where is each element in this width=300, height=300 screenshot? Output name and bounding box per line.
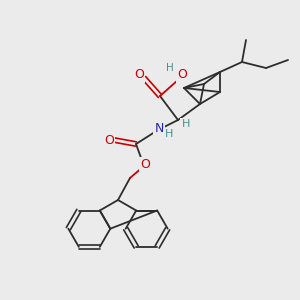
Text: H: H xyxy=(165,129,173,139)
Text: H: H xyxy=(182,119,190,129)
Text: H: H xyxy=(166,63,174,73)
Text: O: O xyxy=(177,68,187,82)
Text: O: O xyxy=(134,68,144,82)
Text: O: O xyxy=(104,134,114,146)
Text: O: O xyxy=(140,158,150,172)
Text: N: N xyxy=(154,122,164,134)
